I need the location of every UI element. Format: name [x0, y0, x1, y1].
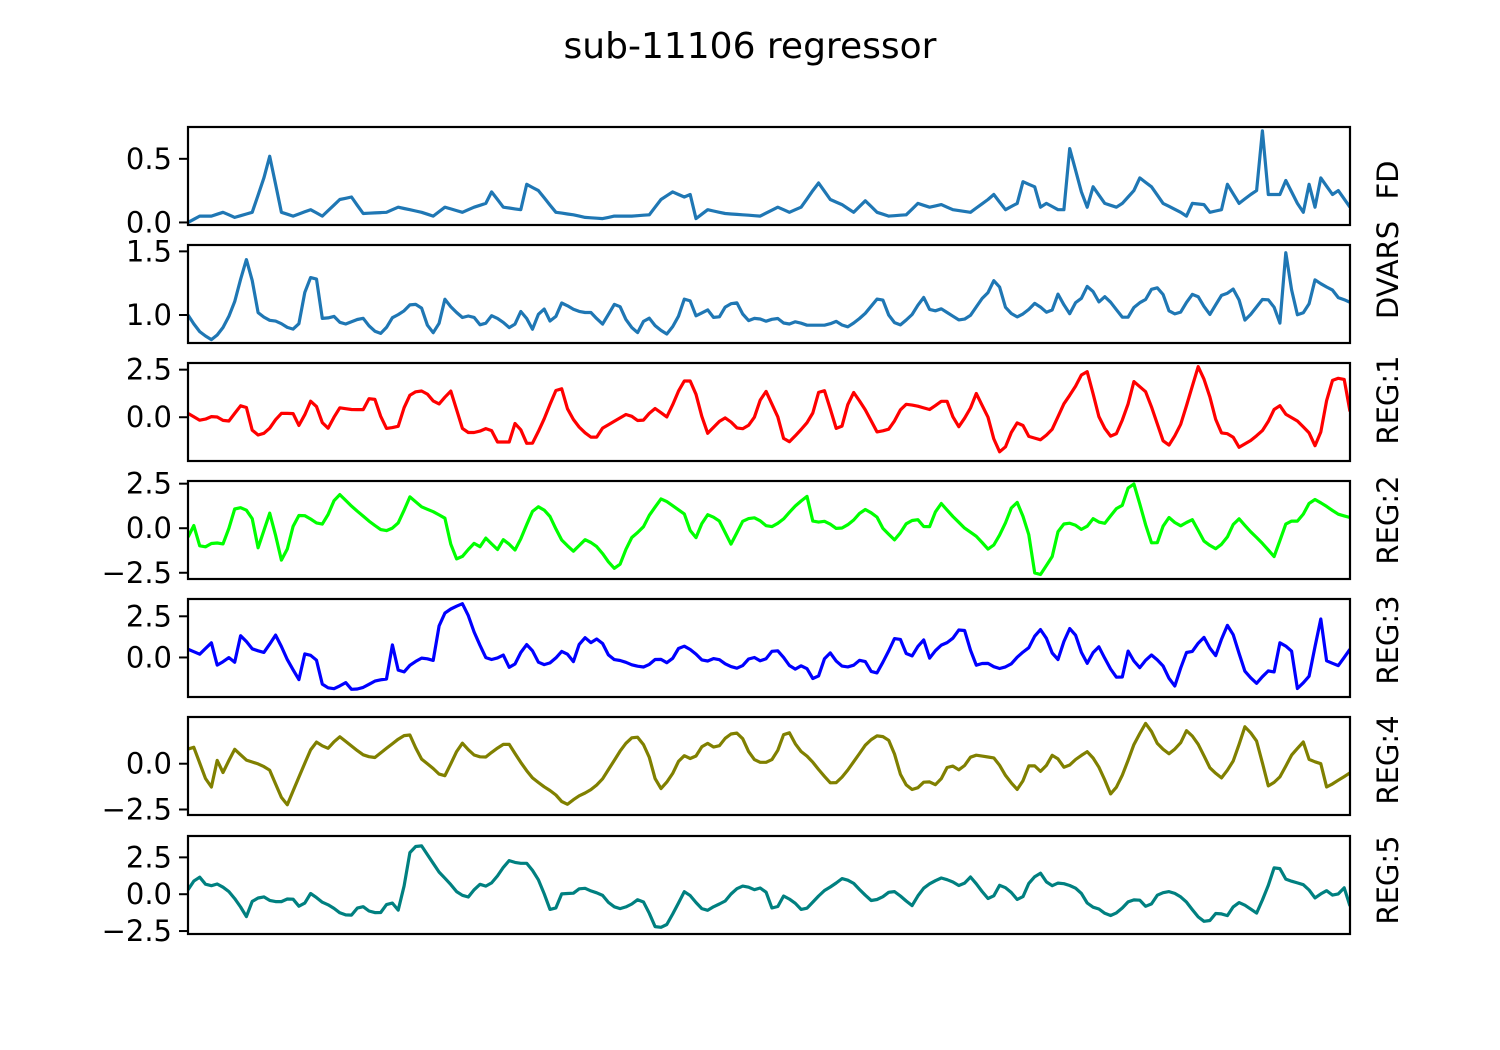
panel-frame [186, 715, 1352, 817]
series-line-reg-3 [188, 602, 1350, 691]
y-tick-label: −2.5 [102, 556, 172, 590]
panel-label: REG:1 [1371, 355, 1405, 444]
panel-label: DVARS [1371, 221, 1405, 319]
y-tick-label: 0.0 [126, 511, 172, 545]
series-line-reg-2 [188, 482, 1350, 577]
y-tick-label: 0.0 [126, 640, 172, 674]
y-tick-label: 2.5 [126, 840, 172, 874]
series-line-reg-4 [188, 721, 1350, 807]
panel-reg-1: 0.0 2.5 REG:1 [126, 353, 1405, 463]
y-tick-label: 1.0 [126, 298, 172, 332]
panel-frame [186, 361, 1352, 463]
y-tick-label: 2.5 [126, 353, 172, 387]
series-line-dvars [188, 251, 1350, 342]
y-tick-label: 0.0 [126, 747, 172, 781]
panel-reg-2: −2.5 0.0 2.5 REG:2 [102, 467, 1405, 590]
panel-label: REG:3 [1371, 595, 1405, 684]
panel-label: REG:4 [1371, 715, 1405, 804]
panel-frame [186, 479, 1352, 581]
y-tick-label: 2.5 [126, 599, 172, 633]
panel-frame [186, 834, 1352, 936]
panel-reg-3: 0.0 2.5 REG:3 [126, 595, 1405, 699]
y-tick-label: 2.5 [126, 467, 172, 501]
series-line-fd [188, 129, 1350, 224]
y-tick-label: 1.5 [126, 234, 172, 268]
panel-dvars: 1.0 1.5 DVARS [126, 221, 1405, 345]
y-tick-label: 0.5 [126, 142, 172, 176]
panel-reg-5: −2.50.02.5 REG:5 [102, 834, 1405, 948]
series-line-reg-1 [188, 365, 1350, 454]
y-tick-label: −2.5 [102, 793, 172, 827]
series-line-reg-5 [188, 844, 1350, 929]
panel-frame [186, 597, 1352, 699]
y-tick-label: 0.0 [126, 205, 172, 239]
y-tick-label: 0.0 [126, 877, 172, 911]
panel-frame [186, 243, 1352, 345]
panel-reg-4: −2.5 0.0 REG:4 [102, 715, 1405, 826]
chart-title: sub-11106 regressor [564, 26, 937, 67]
panel-label: REG:5 [1371, 835, 1405, 924]
panel-label: FD [1371, 160, 1405, 199]
y-tick-label: 0.0 [126, 400, 172, 434]
panel-fd: 0.0 0.5 FD [126, 125, 1405, 239]
panel-label: REG:2 [1371, 475, 1405, 564]
panel-frame [186, 125, 1352, 227]
y-tick-label: −2.5 [102, 914, 172, 948]
